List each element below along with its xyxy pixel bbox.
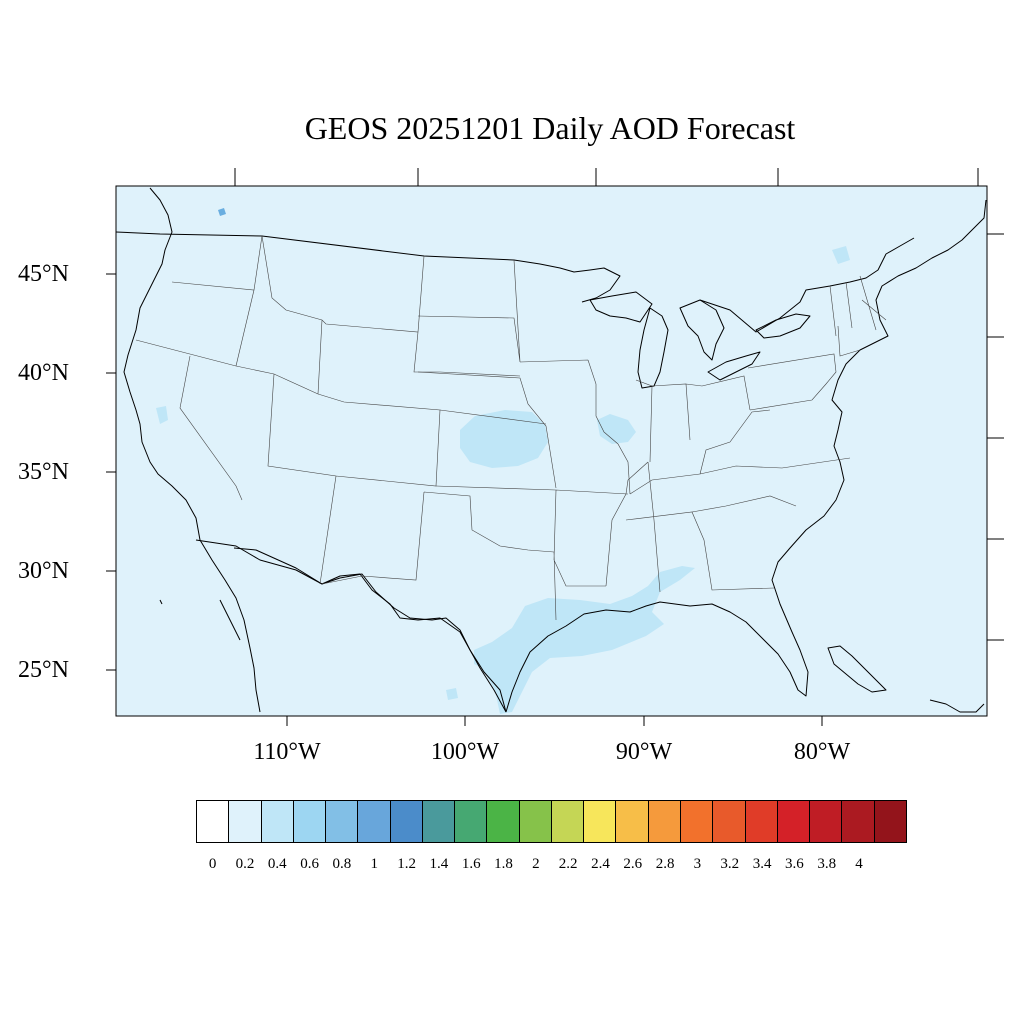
- colorbar-cell: [713, 801, 746, 842]
- colorbar-label: 3.6: [785, 856, 804, 872]
- colorbar-label: 3.2: [720, 856, 740, 872]
- state-lines-central: [417, 259, 649, 621]
- lon-label-80w: 80°W: [793, 739, 851, 765]
- colorbar-label: 2: [532, 856, 540, 872]
- colorbar-cell: [584, 801, 617, 842]
- colorbar-cell: [487, 801, 520, 842]
- colorbar-cell: [261, 801, 294, 842]
- colorbar-label: 4: [855, 856, 863, 872]
- colorbar-cell: [648, 801, 681, 842]
- colorbar-label: 0.2: [235, 856, 255, 872]
- aod-enhanced-regions: [156, 208, 850, 714]
- colorbar-cell: [455, 801, 488, 842]
- colorbar-cell: [680, 801, 714, 842]
- colorbar-label: 1.2: [397, 856, 416, 872]
- colorbar-cell: [874, 801, 906, 842]
- colorbar-cell: [229, 801, 262, 842]
- aod-region-california-small: [156, 406, 168, 424]
- aod-region-kansas: [460, 410, 548, 468]
- colorbar-cell: [197, 801, 230, 842]
- colorbar-label: 1: [370, 856, 379, 872]
- colorbar-cell: [293, 801, 327, 842]
- colorbar-label: 0: [208, 856, 217, 872]
- lon-label-90w: 90°W: [615, 739, 673, 765]
- aod-region-northeast-small: [832, 246, 850, 264]
- colorbar-label: 1.4: [429, 856, 449, 872]
- colorbar-label: 3: [693, 856, 702, 872]
- colorbar: [196, 800, 907, 843]
- lon-label-110w: 110°W: [253, 739, 321, 765]
- lat-label-25: 25°N: [18, 657, 69, 683]
- colorbar-label: 2.8: [655, 856, 675, 872]
- state-boundaries: [135, 235, 887, 621]
- aod-region-mexico-small: [446, 688, 458, 700]
- state-lines-west: [135, 235, 555, 585]
- colorbar-label: 2.2: [558, 856, 578, 872]
- mexico-border: [195, 539, 507, 713]
- colorbar-cell: [616, 801, 649, 842]
- aod-spot-washington: [218, 208, 226, 216]
- lat-label-45: 45°N: [18, 261, 69, 287]
- colorbar-cell: [519, 801, 552, 842]
- colorbar-label: 0.8: [332, 856, 352, 872]
- us-coastline-outline: [123, 187, 987, 713]
- colorbar-cell: [777, 801, 811, 842]
- colorbar-label: 3.4: [752, 856, 772, 872]
- colorbar-cell: [390, 801, 423, 842]
- colorbar-label: 1.6: [461, 856, 481, 872]
- florida-islands: [159, 599, 985, 713]
- colorbar-cell: [842, 801, 875, 842]
- lat-label-40: 40°N: [18, 360, 69, 386]
- lat-label-30: 30°N: [18, 558, 69, 584]
- colorbar-cell: [358, 801, 391, 842]
- aod-region-gulf-coast: [474, 566, 695, 714]
- state-lines-east: [625, 275, 887, 593]
- colorbar-label: 1.8: [494, 856, 513, 872]
- colorbar-cell: [810, 801, 843, 842]
- colorbar-cell: [422, 801, 456, 842]
- lon-label-100w: 100°W: [430, 739, 500, 765]
- colorbar-cell: [551, 801, 585, 842]
- colorbar-cell: [745, 801, 778, 842]
- colorbar-label: 3.8: [817, 856, 837, 872]
- map-title: GEOS 20251201 Daily AOD Forecast: [304, 110, 796, 146]
- aod-region-illinois: [597, 414, 636, 444]
- axis-ticks: [106, 168, 1004, 726]
- colorbar-label: 2.4: [591, 856, 610, 872]
- colorbar-cell: [326, 801, 359, 842]
- lat-label-35: 35°N: [18, 459, 69, 485]
- colorbar-label: 0.6: [300, 856, 319, 872]
- colorbar-label: 2.6: [623, 856, 643, 872]
- colorbar-label: 0.4: [267, 856, 287, 872]
